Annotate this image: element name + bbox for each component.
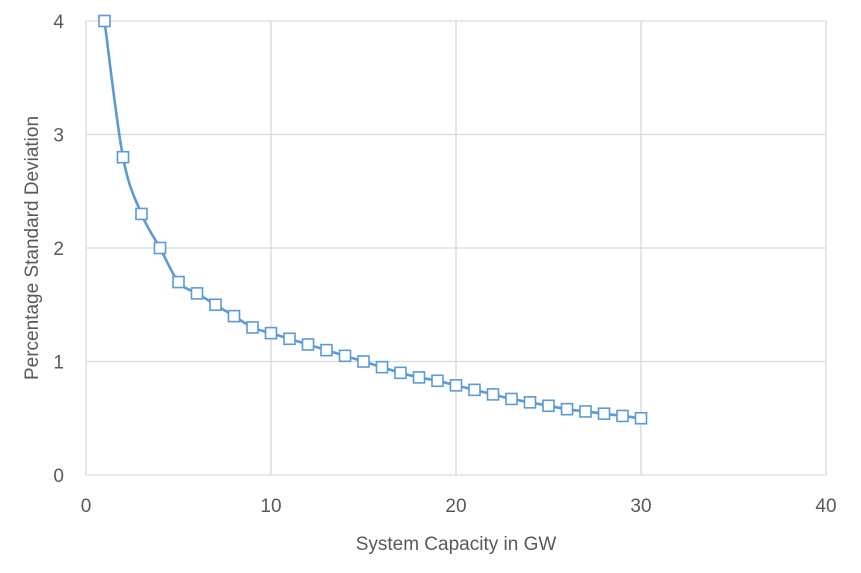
y-axis-title: Percentage Standard Deviation [22, 116, 43, 380]
data-point-marker [98, 14, 111, 28]
data-point-marker [135, 207, 148, 221]
data-point-marker [560, 402, 574, 416]
data-point-marker [246, 321, 259, 334]
data-point-marker [116, 150, 130, 164]
data-point-marker [486, 388, 500, 401]
data-point-marker [264, 326, 278, 340]
series [103, 19, 643, 420]
y-tick-label: 0 [53, 466, 64, 487]
data-point-marker [283, 332, 296, 346]
data-point-marker [209, 298, 222, 312]
x-tick-label: 20 [445, 496, 466, 517]
data-point-marker [505, 392, 518, 406]
y-tick-label: 2 [53, 239, 64, 260]
data-point-marker [579, 405, 592, 418]
series-line [103, 19, 643, 420]
markers [98, 14, 648, 425]
gridlines [85, 20, 827, 476]
data-point-marker [449, 379, 463, 392]
data-point-marker [153, 241, 167, 255]
data-point-marker [523, 396, 537, 409]
y-tick-label: 4 [53, 12, 64, 33]
data-point-marker [468, 383, 481, 397]
x-tick-label: 40 [815, 496, 836, 517]
data-point-marker [375, 360, 389, 374]
data-point-marker [634, 411, 648, 425]
data-point-marker [190, 287, 204, 300]
data-point-marker [412, 371, 426, 384]
x-axis-title: System Capacity in GW [356, 534, 557, 555]
y-tick-label: 1 [53, 353, 64, 374]
tick-labels: 0 10 20 30 40 0 1 2 3 4 [53, 12, 836, 517]
data-point-marker [227, 309, 241, 323]
data-point-marker [357, 355, 370, 368]
x-tick-label: 10 [260, 496, 281, 517]
data-point-marker [172, 275, 185, 289]
data-point-marker [320, 343, 333, 357]
data-point-marker [616, 409, 629, 423]
x-tick-label: 0 [81, 496, 92, 517]
y-tick-label: 3 [53, 126, 64, 147]
data-point-marker [394, 366, 407, 380]
data-point-marker [301, 338, 315, 351]
data-point-marker [542, 399, 555, 413]
data-point-marker [597, 407, 611, 421]
x-tick-label: 30 [630, 496, 651, 517]
data-point-marker [338, 349, 352, 363]
data-point-marker [431, 374, 444, 388]
